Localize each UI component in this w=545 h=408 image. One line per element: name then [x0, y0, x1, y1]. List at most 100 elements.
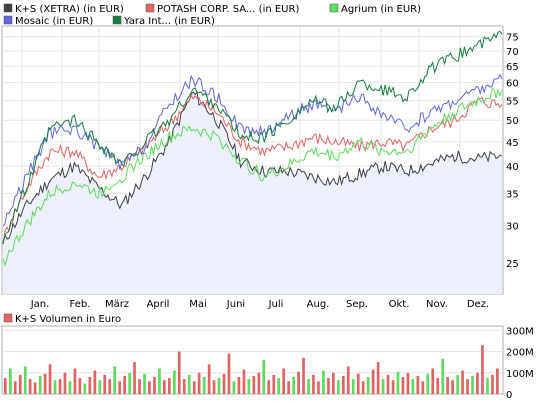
volume-bar — [431, 368, 435, 394]
volume-bar — [128, 372, 131, 395]
volume-bar — [322, 370, 325, 394]
volume-bar — [158, 368, 161, 394]
volume-bar — [391, 380, 395, 394]
legend-swatch — [3, 15, 13, 25]
volume-bar — [332, 372, 335, 395]
volume-y-tick-label: 300M — [506, 326, 534, 337]
volume-bar — [342, 375, 345, 394]
x-tick-label: April — [147, 299, 170, 310]
y-tick-label: 65 — [506, 62, 519, 73]
volume-y-tick-labels: 0 100M 200M 300M — [506, 326, 534, 401]
volume-bar — [446, 377, 449, 394]
volume-bar — [197, 372, 201, 395]
y-tick-label: 40 — [506, 162, 519, 173]
volume-bar — [386, 374, 390, 394]
volume-bar — [28, 379, 32, 394]
y-tick-label: 45 — [506, 138, 519, 149]
volume-bar — [471, 375, 474, 394]
x-tick-label: Sep. — [346, 299, 368, 310]
volume-bar — [88, 377, 92, 394]
volume-bar — [486, 378, 489, 394]
volume-bar — [9, 368, 12, 394]
volume-bar — [371, 369, 375, 394]
volume-bar — [426, 373, 430, 394]
x-tick-label: Aug. — [307, 299, 330, 310]
volume-legend-swatch — [3, 313, 13, 323]
y-tick-label: 30 — [506, 221, 519, 232]
x-tick-label: Feb. — [70, 299, 91, 310]
volume-y-tick-label: 100M — [506, 369, 534, 380]
volume-bar — [257, 372, 261, 395]
volume-bar — [163, 380, 166, 394]
y-tick-label: 75 — [506, 33, 519, 44]
series-line-3 — [2, 73, 503, 226]
volume-bar — [222, 373, 226, 394]
series-line-2 — [2, 87, 503, 267]
y-tick-label: 60 — [506, 79, 519, 90]
legend-label: Mosaic (in EUR) — [15, 16, 93, 27]
volume-bar — [451, 380, 454, 394]
volume-y-tick-label: 200M — [506, 348, 534, 359]
volume-bar — [207, 364, 211, 395]
x-axis-tick-labels: Jan. Feb. März April Mai Juni Juli Aug. Sep. Okt.… — [30, 299, 489, 310]
volume-bar — [168, 378, 171, 394]
volume-bar — [133, 362, 136, 394]
volume-bar — [436, 378, 440, 394]
x-tick-label: Nov. — [426, 299, 448, 310]
volume-bar — [302, 357, 305, 394]
volume-bar — [361, 381, 365, 395]
volume-bar — [148, 381, 151, 395]
volume-bar — [227, 353, 231, 394]
volume-bar — [476, 372, 479, 395]
volume-bar — [83, 383, 87, 394]
volume-bar — [177, 351, 181, 394]
legend: K+S (XETRA) (in EUR) POTASH CORP. SA... (… — [3, 3, 421, 27]
volume-bar — [63, 372, 67, 395]
x-tick-label: Mai — [189, 299, 207, 310]
volume-grid — [2, 329, 503, 374]
volume-bar — [153, 377, 156, 394]
volume-bar — [351, 379, 355, 394]
volume-bar — [103, 374, 107, 394]
y-axis-tick-labels: 25 30 35 40 45 50 55 60 65 70 75 — [506, 33, 519, 270]
series-line-4 — [2, 30, 503, 245]
legend-label: POTASH CORP. SA... (in EUR) — [157, 4, 299, 15]
volume-bar — [237, 377, 241, 394]
y-tick-label: 50 — [506, 116, 519, 127]
volume-bar — [123, 375, 126, 394]
volume-bar — [247, 379, 251, 394]
volume-bar — [312, 374, 315, 394]
volume-bar — [182, 379, 186, 394]
volume-bar — [337, 380, 340, 394]
x-tick-label: Juli — [268, 299, 284, 310]
volume-bar — [202, 377, 206, 394]
volume-bar — [496, 368, 499, 394]
x-tick-label: März — [105, 299, 129, 310]
x-tick-label: Dez. — [467, 299, 489, 310]
volume-bar — [421, 381, 425, 395]
volume-bar — [346, 366, 350, 394]
volume-bar — [441, 358, 445, 394]
volume-bar — [73, 368, 77, 394]
volume-bar — [267, 380, 271, 394]
volume-bar — [466, 379, 469, 394]
volume-bar — [143, 373, 146, 394]
volume-bar — [317, 381, 320, 395]
volume-bar — [53, 380, 57, 394]
volume-bar — [113, 366, 116, 394]
volume-bar — [4, 378, 7, 394]
volume-bar — [78, 378, 82, 394]
y-tick-label: 70 — [506, 47, 519, 58]
volume-bar — [93, 370, 97, 394]
volume-bar — [282, 368, 285, 394]
legend-swatch — [112, 15, 122, 25]
volume-bar — [192, 381, 196, 395]
volume-bar — [481, 345, 484, 394]
legend-swatch — [3, 3, 13, 13]
x-tick-label: Juni — [226, 299, 245, 310]
y-tick-label: 25 — [506, 259, 519, 270]
volume-bar — [48, 364, 52, 395]
volume-bar — [366, 377, 370, 394]
volume-bar — [456, 374, 459, 394]
